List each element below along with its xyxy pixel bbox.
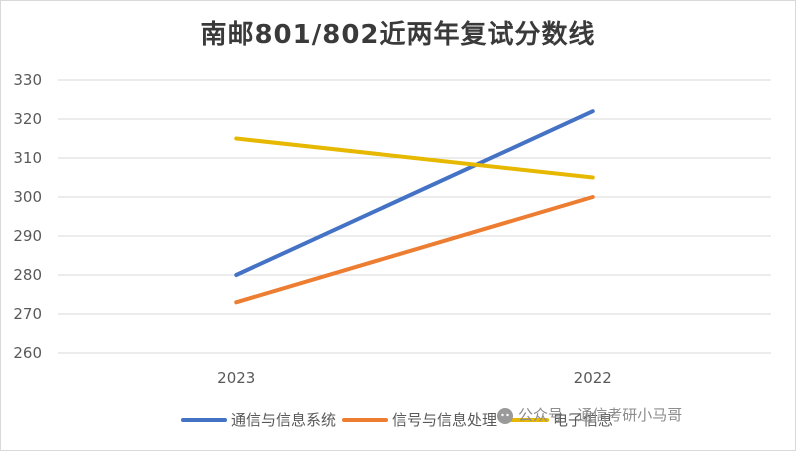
legend-label: 信号与信息处理 — [392, 411, 497, 429]
legend-label: 通信与信息系统 — [231, 411, 336, 429]
y-tick-label: 330 — [13, 71, 42, 89]
y-tick-label: 260 — [13, 344, 42, 362]
chart-title: 南邮801/802近两年复试分数线 — [200, 20, 596, 50]
watermark: 公众号 · 通信考研小马哥 — [496, 404, 682, 425]
series-line-1 — [234, 109, 595, 277]
watermark-text: 公众号 · 通信考研小马哥 — [518, 406, 683, 424]
y-tick-label: 310 — [13, 149, 42, 167]
legend: 通信与信息系统 信号与信息处理 电子信息 — [181, 411, 613, 429]
legend-label: 电子信息 — [553, 411, 613, 429]
x-tick-label: 2023 — [217, 369, 255, 387]
x-tick-label: 2022 — [574, 369, 612, 387]
y-tick-label: 290 — [13, 227, 42, 245]
series-lines — [234, 109, 595, 305]
y-tick-label: 280 — [13, 266, 42, 284]
y-tick-label: 300 — [13, 188, 42, 206]
wechat-icon — [496, 407, 514, 425]
y-tick-labels: 260 270 280 290 300 310 320 330 — [13, 71, 42, 362]
y-tick-label: 320 — [13, 110, 42, 128]
y-tick-label: 270 — [13, 305, 42, 323]
x-tick-labels: 2023 2022 — [217, 369, 612, 387]
series-line-3 — [234, 136, 595, 180]
gridlines — [58, 79, 771, 354]
series-line-2 — [234, 195, 595, 305]
